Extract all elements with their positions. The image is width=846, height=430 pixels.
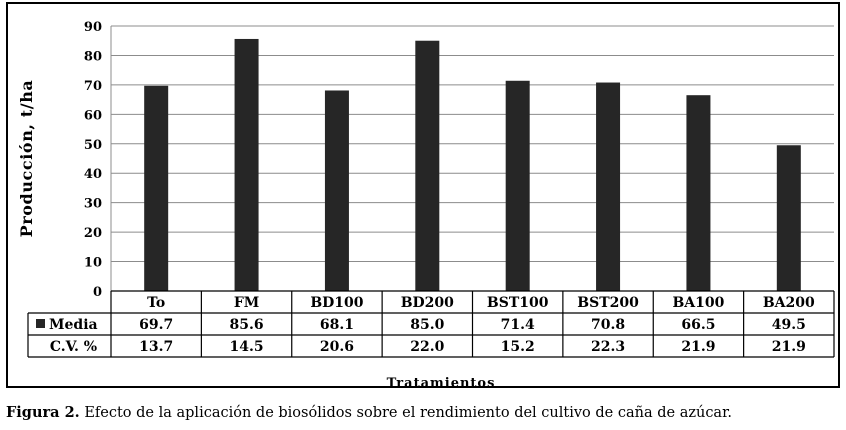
table-cell: 20.6 [320,339,354,355]
x-axis-title: Tratamientos [387,376,496,390]
caption-text: Efecto de la aplicación de biosólidos so… [79,405,733,421]
y-tick-label: 30 [84,197,102,212]
y-tick-label: 20 [84,226,102,241]
table-row-label: Media [49,317,98,333]
bar [144,85,169,292]
chart-frame: 0 10 20 30 40 50 60 70 80 90 To FM BD100 BD200 BST100 B… [6,2,840,390]
table-cell: 15.2 [501,339,535,355]
figure-caption: Figura 2. Efecto de la aplicación de bio… [6,404,732,421]
y-tick-label: 70 [84,79,102,94]
table-cell: 14.5 [230,339,264,355]
y-axis-title: Producción, t/ha [17,80,36,238]
y-tick-label: 10 [84,256,102,271]
table-cell: 68.1 [320,317,354,333]
x-tick-label: BA100 [672,295,724,311]
x-tick-label: BST200 [577,295,639,311]
table-cell: 22.3 [591,339,625,355]
y-tick-label: 50 [84,138,102,153]
table-cell: 71.4 [501,317,535,333]
table-cell: 66.5 [681,317,715,333]
table-cell: 13.7 [139,339,173,355]
x-tick-label: BST100 [487,295,549,311]
table-cell: 21.9 [772,339,806,355]
y-tick-label: 60 [84,108,102,123]
bar [324,90,349,291]
x-tick-label: BA200 [763,295,815,311]
x-tick-label: FM [234,295,259,311]
table-cell: 22.0 [410,339,444,355]
x-tick-label: BD100 [310,295,363,311]
caption-label: Figura 2. [6,404,80,421]
bar [596,82,621,292]
bar [686,95,711,291]
bar [234,38,259,292]
table-cell: 69.7 [139,317,173,333]
y-tick-label: 90 [84,20,102,35]
bar [776,145,801,291]
y-tick-label: 80 [84,49,102,64]
bar [505,80,530,292]
table-cell: 70.8 [591,317,625,333]
table-row-label: C.V. % [50,339,97,355]
y-tick-label: 0 [93,285,102,300]
legend-swatch [36,319,45,328]
bar [415,40,440,291]
table-cell: 21.9 [681,339,715,355]
table-cell: 49.5 [772,317,806,333]
table-cell: 85.0 [410,317,444,333]
x-tick-label: BD200 [401,295,454,311]
x-tick-label: To [147,295,165,311]
y-tick-label: 40 [84,167,102,182]
table-cell: 85.6 [230,317,264,333]
bar-chart: 0 10 20 30 40 50 60 70 80 90 To FM BD100 BD200 BST100 B… [17,20,835,390]
